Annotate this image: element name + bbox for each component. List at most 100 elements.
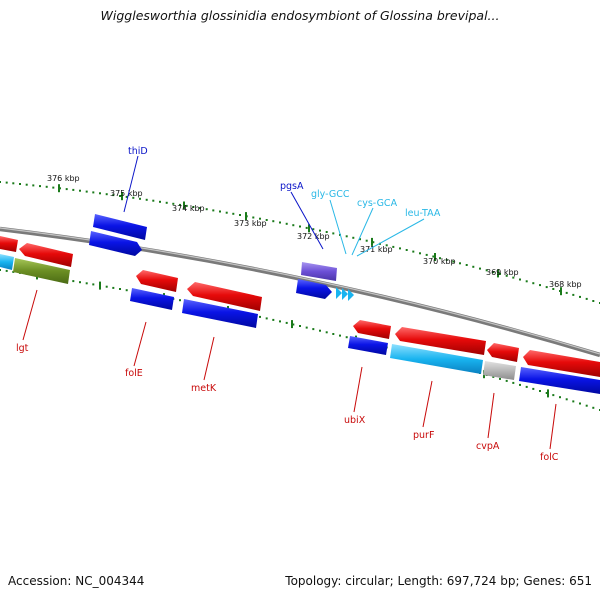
tick-dot — [492, 375, 495, 378]
label-folE: folE — [125, 368, 143, 379]
tick-dot — [325, 231, 328, 233]
tick-dot — [205, 208, 208, 211]
tick-dot — [392, 245, 395, 248]
tick-dot — [432, 255, 435, 258]
tick-label-374: 374 kbp — [172, 204, 205, 213]
tick-dot — [232, 212, 235, 215]
gene-metK-red[interactable] — [187, 282, 262, 311]
tick-dot — [145, 198, 148, 201]
leader-folC — [549, 403, 557, 450]
tick-dot — [319, 229, 321, 232]
leader-folE — [133, 321, 147, 367]
gene-purF-cyan[interactable] — [390, 344, 483, 374]
tick-dot — [532, 387, 535, 390]
tick-major — [245, 212, 247, 221]
tick-dot — [45, 185, 48, 188]
gene-folC-red[interactable] — [523, 350, 600, 377]
tick-dot — [159, 200, 161, 203]
tick-dot — [112, 286, 115, 289]
tick-dot — [585, 404, 588, 407]
tick-dot — [519, 383, 521, 386]
tick-dot — [332, 232, 335, 235]
gene-lgt-red[interactable] — [19, 243, 73, 267]
tick-dot — [259, 217, 261, 220]
tick-dot — [592, 300, 595, 302]
tick-major — [291, 320, 293, 329]
gene-pgsA[interactable] — [296, 279, 332, 299]
tick-dot — [79, 281, 81, 284]
tick-dot — [385, 244, 388, 247]
tick-dot — [259, 315, 261, 318]
tick-dot — [219, 210, 221, 213]
tick-dot — [185, 204, 188, 207]
tick-dot — [492, 271, 495, 274]
accession-text: Accession: NC_004344 — [8, 574, 145, 588]
trna-arrow-3[interactable] — [348, 289, 354, 301]
tick-dot — [25, 183, 28, 186]
tick-dot — [105, 285, 108, 288]
tick-major — [560, 287, 562, 296]
gene-left-red-1[interactable] — [0, 236, 18, 252]
tick-dot — [72, 188, 75, 191]
tick-major — [371, 237, 373, 246]
tick-major — [183, 201, 185, 210]
trna-arrow-1[interactable] — [336, 287, 342, 299]
tick-dot — [512, 381, 515, 384]
tick-dot — [305, 326, 308, 329]
gene-metK-blue[interactable] — [182, 299, 258, 328]
gene-ubiX-red[interactable] — [353, 320, 391, 339]
tick-major — [121, 192, 123, 201]
gene-cvpA-red[interactable] — [487, 343, 519, 362]
gene-thiD-2[interactable] — [89, 231, 142, 256]
tick-dot — [12, 182, 15, 185]
tick-dot — [179, 299, 181, 302]
gene-folE-red[interactable] — [136, 270, 178, 292]
gene-folC-blue[interactable] — [519, 367, 600, 394]
tick-dot — [425, 253, 428, 256]
tick-major — [497, 269, 499, 278]
tick-dot — [472, 265, 475, 268]
tick-dot — [585, 297, 588, 300]
gene-thiD[interactable] — [93, 214, 147, 240]
tick-dot — [439, 257, 441, 260]
tick-dot — [79, 189, 81, 192]
tick-dot — [272, 220, 275, 223]
tick-dot — [285, 321, 288, 324]
tick-dot — [92, 191, 95, 194]
leader-ubiX — [353, 366, 363, 413]
gene-left-cyan[interactable] — [0, 254, 14, 270]
gene-ubiX-blue[interactable] — [348, 336, 388, 355]
gene-folE-blue[interactable] — [130, 288, 174, 310]
tick-dot — [39, 185, 41, 188]
tick-dot — [579, 295, 581, 298]
label-lgt: lgt — [16, 343, 29, 354]
leader-lgt — [22, 289, 38, 341]
gene-lgt-olive[interactable] — [13, 258, 70, 284]
tick-label-376: 376 kbp — [47, 174, 80, 183]
tick-dot — [552, 288, 555, 290]
tick-dot — [5, 269, 8, 272]
gene-pgsA-other[interactable] — [301, 262, 337, 281]
leader-purF — [422, 380, 433, 428]
trna-arrow-2[interactable] — [342, 288, 348, 300]
tick-dot — [499, 272, 501, 275]
label-thiD: thiD — [128, 146, 148, 157]
gene-cvpA-grey[interactable] — [483, 361, 516, 380]
tick-dot — [112, 194, 115, 197]
leader-thiD — [123, 155, 139, 213]
tick-label-370: 370 kbp — [423, 257, 456, 266]
label-pgsA: pgsA — [280, 181, 304, 192]
tick-dot — [479, 267, 481, 270]
map-title: Wigglesworthia glossinidia endosymbiont … — [100, 8, 500, 23]
tick-label-375: 375 kbp — [110, 189, 143, 198]
gene-purF-red[interactable] — [395, 327, 486, 355]
tick-dot — [572, 293, 575, 296]
tick-major — [547, 389, 549, 398]
tick-dot — [225, 211, 228, 214]
tick-dot — [592, 406, 595, 409]
tick-dot — [52, 186, 55, 189]
tick-dot — [132, 196, 135, 199]
tick-dot — [299, 225, 301, 228]
tick-dot — [352, 236, 355, 239]
